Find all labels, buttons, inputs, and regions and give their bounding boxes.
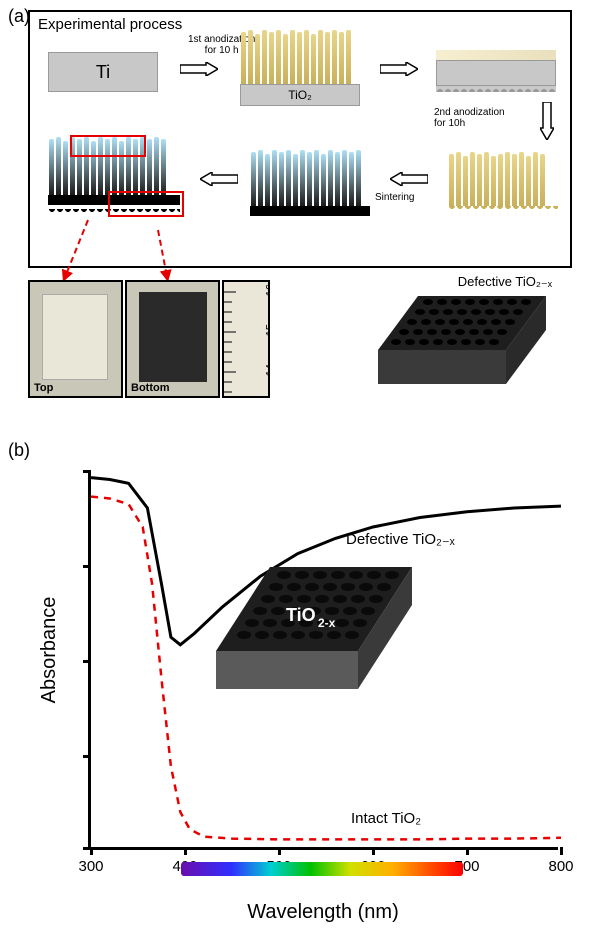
photo-bottom: Bottom — [125, 280, 220, 398]
step3-label: Sintering — [375, 192, 414, 203]
x-axis-title: Wavelength (nm) — [88, 901, 558, 924]
photo-bottom-label: Bottom — [131, 382, 170, 394]
ruler-mark-15: 15 — [264, 324, 270, 336]
stage-sintered — [250, 150, 370, 216]
arrow-2 — [380, 62, 418, 76]
red-highlight-bottom — [108, 191, 184, 217]
arrow-1 — [180, 62, 218, 76]
series-label-defective: Defective TiO₂₋ₓ — [346, 530, 455, 548]
arrow-4 — [390, 172, 428, 186]
panel-b-label: (b) — [8, 440, 30, 461]
x-tick-label: 800 — [548, 858, 573, 875]
x-tick — [466, 847, 469, 855]
ti-block: Ti — [48, 52, 158, 92]
photo-ruler: 16 15 14 — [222, 280, 270, 398]
panel-a-label: (a) — [8, 6, 30, 27]
ti-label: Ti — [96, 62, 110, 83]
x-tick-label: 300 — [78, 858, 103, 875]
stage-stripped — [436, 50, 556, 92]
x-tick — [560, 847, 563, 855]
spectrum-bar — [181, 862, 463, 876]
y-axis-title: Absorbance — [38, 597, 61, 704]
photo-top-label: Top — [34, 382, 53, 394]
inset-tile-b: TiO 2-x — [200, 565, 420, 715]
defective-tile-a — [358, 288, 558, 408]
photo-top: Top — [28, 280, 123, 398]
x-tick — [184, 847, 187, 855]
x-tick — [90, 847, 93, 855]
stage-final — [48, 137, 180, 217]
ruler-icon — [224, 282, 270, 398]
stage-ti: Ti — [48, 52, 158, 92]
photo-row: Top Bottom 16 15 — [28, 280, 572, 410]
x-tick — [278, 847, 281, 855]
panel-a: Experimental process Ti 1st anodization … — [28, 10, 572, 415]
ruler-mark-14: 14 — [264, 364, 270, 376]
tio2-base: TiO₂ — [240, 84, 360, 106]
process-title: Experimental process — [38, 16, 182, 33]
tio2-label: TiO₂ — [288, 88, 312, 102]
x-tick — [372, 847, 375, 855]
svg-text:2-x: 2-x — [318, 616, 336, 630]
stage-anod1: TiO₂ — [240, 30, 360, 106]
red-highlight-top — [70, 135, 146, 157]
arrow-3 — [540, 102, 554, 140]
ruler-mark-16: 16 — [264, 284, 270, 296]
step2-label: 2nd anodization for 10h — [434, 107, 505, 129]
series-label-intact: Intact TiO₂ — [351, 810, 421, 827]
inset-label: TiO — [286, 605, 316, 625]
stage-anod2 — [448, 152, 558, 216]
arrow-5 — [200, 172, 238, 186]
